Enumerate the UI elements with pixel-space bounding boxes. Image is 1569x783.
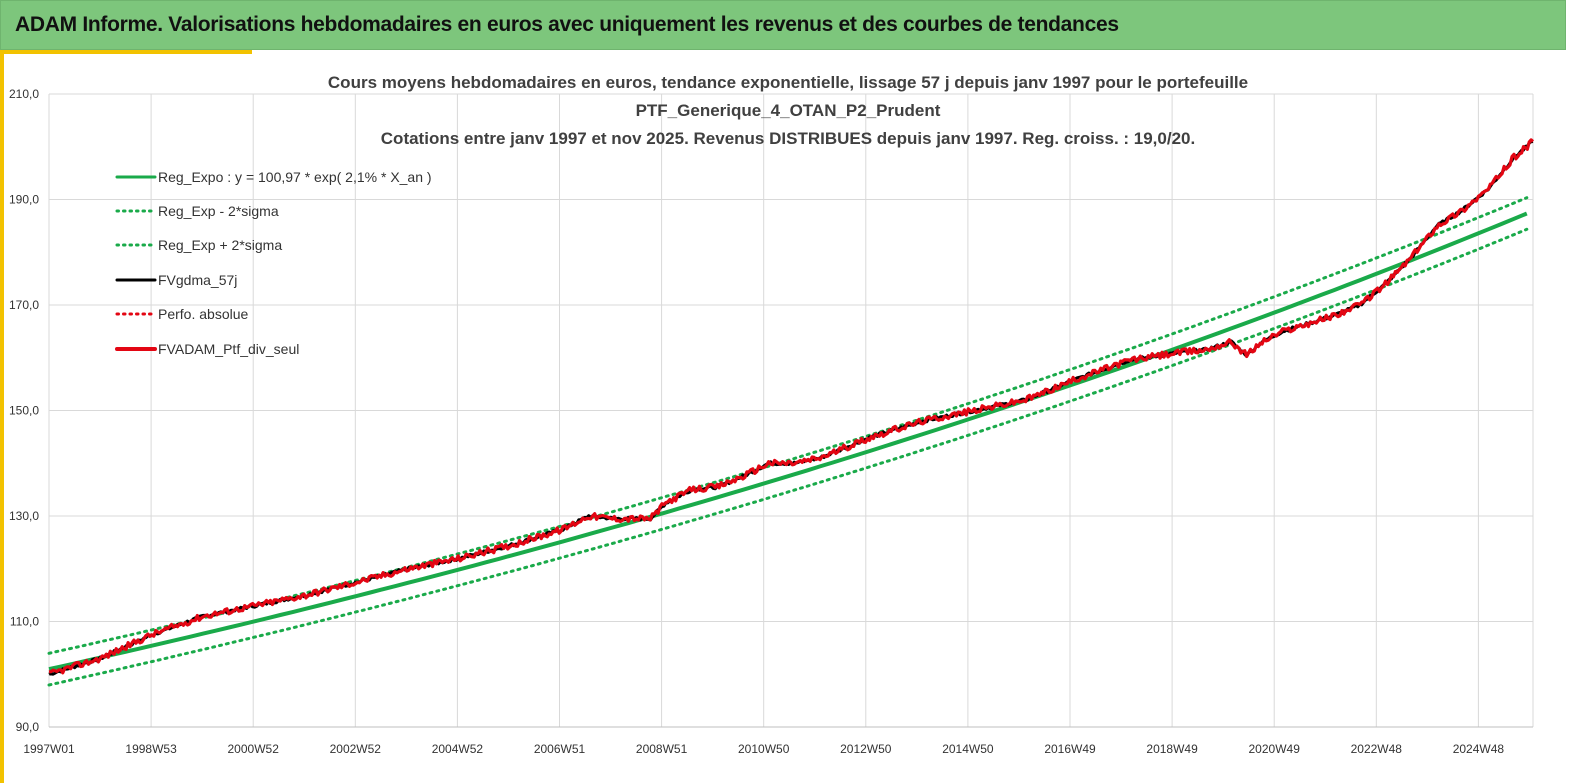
- y-tick-label: 150,0: [9, 404, 39, 418]
- chart-area: 90,0 110,0 130,0 150,0 170,0 190,0 210,0 1997W0…: [0, 54, 1569, 783]
- fvgdma-57j-line: [48, 140, 1534, 676]
- reg-exp-minus-2sigma-line: [47, 227, 1529, 687]
- reg-exp-plus-2sigma-line: [47, 196, 1529, 655]
- y-tick-label: 170,0: [9, 298, 39, 312]
- x-tick-label: 2012W50: [840, 742, 892, 756]
- page-title: ADAM Informe. Valorisations hebdomadaire…: [15, 13, 1119, 36]
- accent-bar-top: [4, 50, 252, 54]
- y-tick-label: 90,0: [16, 720, 40, 734]
- x-tick-label: 2006W51: [534, 742, 586, 756]
- legend-label: Reg_Exp - 2*sigma: [158, 203, 279, 219]
- x-tick-label: 2014W50: [942, 742, 994, 756]
- accent-bar-left: [0, 50, 4, 783]
- chart-title-line: Cotations entre janv 1997 et nov 2025. R…: [381, 129, 1195, 148]
- x-tick-label: 2002W52: [330, 742, 382, 756]
- legend-label: Reg_Expo : y = 100,97 * exp( 2,1% * X_an…: [158, 169, 432, 185]
- x-tick-label: 2020W49: [1249, 742, 1301, 756]
- x-tick-label: 1998W53: [125, 742, 177, 756]
- legend-label: Reg_Exp + 2*sigma: [158, 237, 282, 253]
- chart-title-line: Cours moyens hebdomadaires en euros, ten…: [328, 73, 1248, 92]
- fvadam-ptf-div-seul-line: [48, 138, 1535, 675]
- x-tick-label: 2010W50: [738, 742, 790, 756]
- y-tick-label: 130,0: [9, 509, 39, 523]
- trend-chart: 90,0 110,0 130,0 150,0 170,0 190,0 210,0 1997W0…: [9, 73, 1535, 756]
- y-tick-label: 210,0: [9, 87, 39, 101]
- reg-expo-line: [48, 211, 1528, 672]
- x-tick-label: 1997W01: [23, 742, 75, 756]
- x-tick-label: 2004W52: [432, 742, 484, 756]
- legend-label: FVgdma_57j: [158, 272, 237, 288]
- x-tick-label: 2022W48: [1351, 742, 1403, 756]
- header-banner: ADAM Informe. Valorisations hebdomadaire…: [0, 0, 1566, 50]
- x-tick-label: 2000W52: [228, 742, 280, 756]
- x-tick-label: 2018W49: [1146, 742, 1198, 756]
- x-tick-label: 2016W49: [1044, 742, 1096, 756]
- x-tick-label: 2024W48: [1453, 742, 1505, 756]
- x-tick-label: 2008W51: [636, 742, 688, 756]
- chart-title-line: PTF_Generique_4_OTAN_P2_Prudent: [636, 101, 941, 120]
- legend-label: FVADAM_Ptf_div_seul: [158, 341, 299, 357]
- legend-label: Perfo. absolue: [158, 306, 248, 322]
- y-tick-label: 190,0: [9, 193, 39, 207]
- y-tick-label: 110,0: [10, 615, 39, 629]
